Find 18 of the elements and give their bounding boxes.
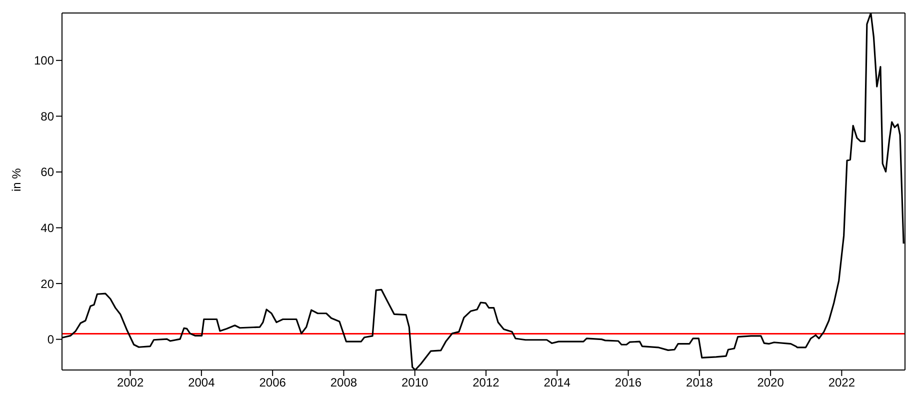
y-tick-label: 60 [40, 165, 54, 180]
y-tick-label: 20 [40, 276, 54, 291]
x-tick-label: 2020 [757, 376, 784, 390]
y-tick-label: 100 [34, 54, 54, 68]
x-tick-label: 2006 [259, 376, 286, 390]
y-axis-title: in % [9, 168, 24, 192]
x-tick-label: 2002 [116, 376, 144, 390]
y-tick-label: 80 [40, 109, 54, 124]
x-tick-label: 2016 [614, 376, 642, 390]
x-tick-label: 2018 [686, 376, 714, 390]
y-tick-label: 40 [40, 221, 54, 236]
x-tick-label: 2012 [472, 376, 500, 390]
x-tick-label: 2008 [330, 376, 358, 390]
x-tick-label: 2004 [188, 376, 216, 390]
x-tick-label: 2014 [544, 376, 571, 390]
x-tick-label: 2010 [402, 376, 429, 390]
x-tick-label: 2022 [828, 376, 856, 390]
y-tick-label: 0 [47, 332, 54, 347]
